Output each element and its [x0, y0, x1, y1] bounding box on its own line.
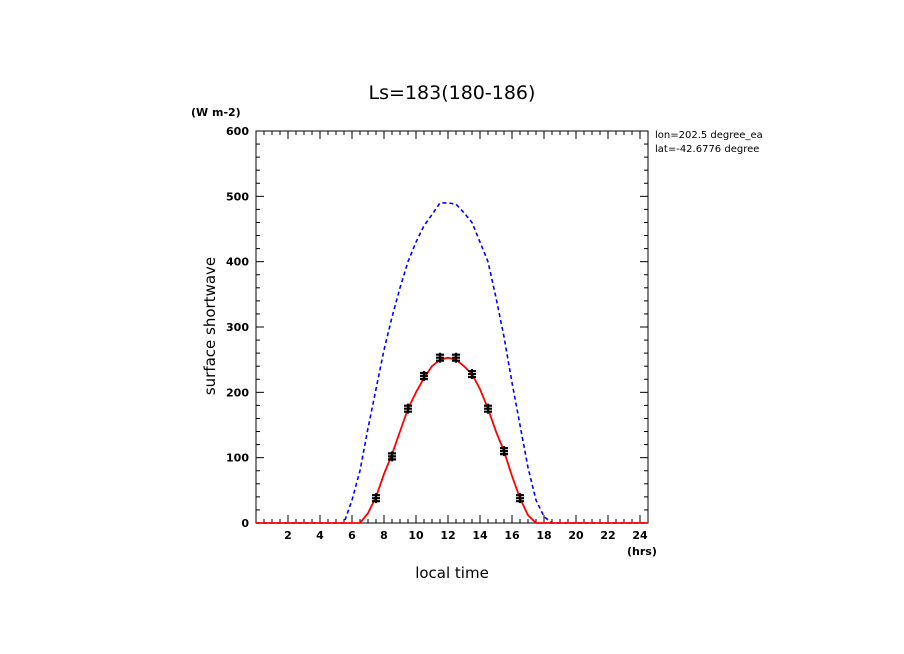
x-tick-label: 10 [408, 529, 424, 542]
x-tick-label: 8 [380, 529, 388, 542]
x-axis-unit: (hrs) [627, 545, 657, 558]
x-tick-label: 16 [504, 529, 520, 542]
data-point [388, 451, 396, 462]
data-point [420, 371, 428, 381]
data-point [484, 403, 492, 414]
x-tick-label: 22 [600, 529, 615, 542]
y-tick-label: 400 [226, 256, 249, 269]
x-tick-label: 14 [472, 529, 488, 542]
data-point [516, 493, 524, 504]
data-point-marker [500, 446, 508, 457]
y-axis-label: surface shortwave [201, 257, 219, 395]
y-tick-label: 500 [226, 190, 249, 203]
series-layer [256, 202, 648, 524]
annotation-lon: lon=202.5 degree_ea [655, 130, 763, 141]
y-tick-label: 300 [226, 321, 249, 334]
y-tick-label: 0 [241, 517, 249, 530]
data-point [372, 493, 380, 504]
data-point-marker [388, 451, 396, 462]
data-point-marker [420, 371, 428, 381]
x-tick-label: 2 [284, 529, 292, 542]
data-point-marker [404, 403, 412, 414]
y-tick-label: 600 [226, 125, 249, 138]
data-point-marker [452, 352, 460, 363]
y-tick-label: 200 [226, 386, 249, 399]
plot-frame [255, 130, 649, 524]
y-tick-label: 100 [226, 452, 249, 465]
x-tick-label: 12 [440, 529, 455, 542]
annotation-lat: lat=-42.6776 degree [655, 144, 759, 155]
series-line-solid-red [256, 356, 648, 524]
data-point [452, 352, 460, 363]
data-point [404, 403, 412, 414]
data-point-marker [468, 369, 476, 380]
data-point-marker [484, 403, 492, 414]
data-point-marker [516, 493, 524, 504]
series-line-dashed-blue [256, 202, 648, 524]
x-axis-label: local time [415, 564, 489, 582]
data-point [468, 369, 476, 380]
data-point-marker [436, 352, 444, 363]
x-tick-label: 6 [348, 529, 356, 542]
x-tick-label: 20 [568, 529, 584, 542]
data-point [436, 352, 444, 363]
data-point [500, 446, 508, 457]
chart-title: Ls=183(180-186) [369, 82, 536, 104]
data-point-marker [372, 493, 380, 504]
y-axis-unit: (W m-2) [191, 106, 241, 119]
x-tick-label: 18 [536, 529, 551, 542]
x-tick-label: 24 [632, 529, 648, 542]
x-tick-label: 4 [316, 529, 324, 542]
